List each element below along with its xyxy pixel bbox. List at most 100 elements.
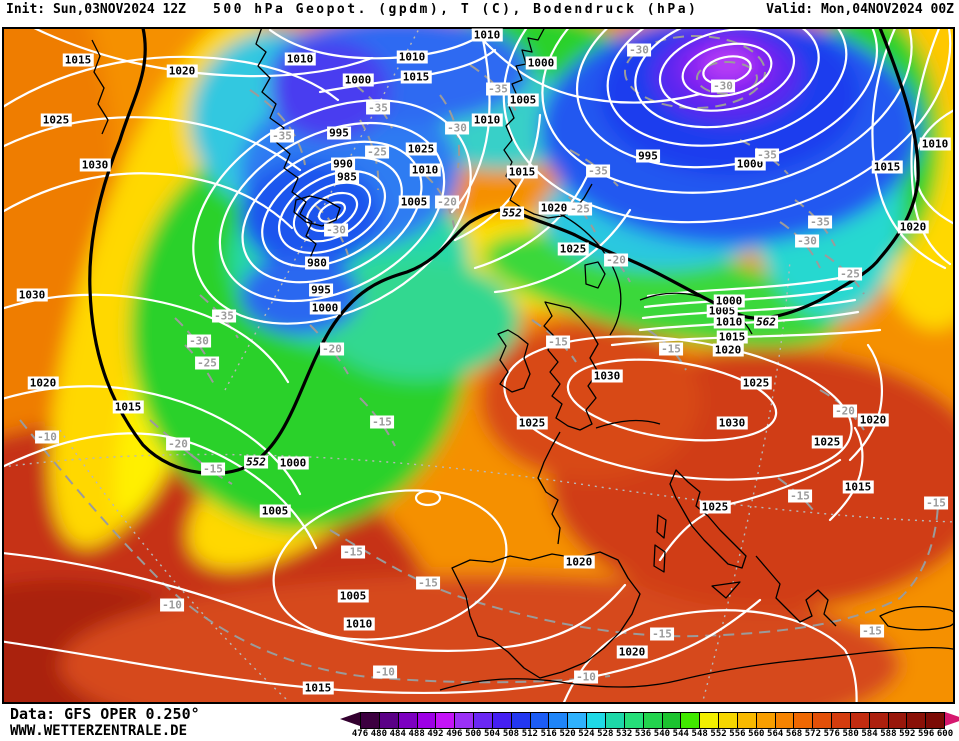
colorbar-segment	[906, 712, 926, 729]
colorbar-segment	[491, 712, 511, 729]
colorbar-segment	[360, 712, 379, 729]
colorbar-segment	[755, 712, 775, 729]
isobar-label: 1025	[811, 435, 843, 449]
graticule	[3, 28, 954, 703]
init-time-label: Init: Sun,03NOV2024 12Z	[6, 2, 187, 17]
title-bar: Init: Sun,03NOV2024 12Z 500 hPa Geopot. …	[0, 0, 959, 27]
colorbar-segment	[567, 712, 587, 729]
isotherm-label: -15	[650, 627, 674, 641]
colorbar-segment	[378, 712, 398, 729]
isobar-label: 1025	[405, 142, 437, 156]
isotherm-label: -25	[195, 356, 219, 370]
isobar-label: 1015	[842, 480, 874, 494]
isotherm-label: -15	[924, 496, 948, 510]
isobar-label: 1025	[516, 416, 548, 430]
isobar-label: 1010	[396, 50, 428, 64]
isobar-label: 1030	[716, 416, 748, 430]
isotherm-label: -25	[365, 145, 389, 159]
colorbar-segment	[473, 712, 492, 729]
colorbar-tick-label: 520	[559, 729, 576, 739]
colorbar-segment	[831, 712, 850, 729]
colorbar-segment	[699, 712, 719, 729]
isotherm-label: -25	[568, 202, 592, 216]
colorbar-segment	[774, 712, 794, 729]
isotherm-label: -20	[166, 437, 190, 451]
isotherm-label: -30	[187, 334, 211, 348]
colorbar-segment	[454, 712, 474, 729]
colorbar-tick-label: 544	[672, 729, 689, 739]
isobar-label: 995	[327, 126, 351, 140]
isobar-label: 1015	[871, 160, 903, 174]
colorbar-tick-label: 492	[427, 729, 444, 739]
map-border	[2, 27, 955, 704]
colorbar-tick-label: 496	[446, 729, 463, 739]
isobar-label: 1020	[563, 555, 595, 569]
isotherm-label: -30	[324, 223, 348, 237]
colorbar-tick-label: 528	[597, 729, 614, 739]
colorbar-tick-label: 576	[823, 729, 840, 739]
colorbar-segment	[586, 712, 605, 729]
isobar-label: 1020	[712, 343, 744, 357]
isotherm-label: -35	[270, 129, 294, 143]
colorbar-tick-label: 500	[465, 729, 482, 739]
colorbar-tick-label: 568	[785, 729, 803, 739]
isotherm-label: -20	[833, 404, 857, 418]
isotherm-label: -35	[212, 309, 236, 323]
colorbar	[360, 712, 946, 729]
isobars	[3, 28, 954, 703]
isobar-label: 990	[331, 157, 355, 171]
colorbar-tick-label: 600	[936, 729, 954, 739]
isobar-label: 1015	[506, 165, 538, 179]
isobar-label: 1030	[591, 369, 623, 383]
isobar-label: 1000	[713, 294, 745, 308]
isobar-label: 1015	[62, 53, 94, 67]
colorbar-tick-label: 596	[917, 729, 935, 739]
isobar-label: 1005	[337, 589, 369, 603]
colorbar-tick-label: 552	[710, 729, 727, 739]
colorbar-segment	[736, 712, 756, 729]
isotherm-label: -15	[788, 489, 812, 503]
colorbar-tick-label: 584	[861, 729, 878, 739]
isobar-label: 1025	[40, 113, 72, 127]
map-area	[0, 27, 959, 704]
isobar-label: 1000	[342, 73, 374, 87]
isotherm-label: -35	[755, 148, 779, 162]
isotherm-label: -35	[486, 82, 510, 96]
isobar-label: 1000	[309, 301, 341, 315]
isobar-label: 1010	[471, 28, 503, 42]
colorbar-segment	[416, 712, 436, 729]
colorbar-segment	[925, 712, 946, 729]
colorbar-tick-label: 564	[767, 729, 784, 739]
isotherm-label: -10	[574, 670, 598, 684]
isobar-label: 1010	[409, 163, 441, 177]
colorbar-tick-label: 524	[578, 729, 595, 739]
colorbar-right-arrow-icon	[945, 712, 959, 726]
isobar-label: 1005	[259, 504, 291, 518]
isobar-label: 995	[309, 283, 333, 297]
colorbar-tick-label: 556	[729, 729, 746, 739]
isobar-label: 1020	[538, 201, 570, 215]
colorbar-segment	[661, 712, 681, 729]
isotherm-label: -10	[35, 430, 59, 444]
isobar-label: 1015	[400, 70, 432, 84]
colorbar-tick-label: 476	[351, 729, 369, 739]
isobar-label: 1010	[919, 137, 951, 151]
colorbar-tick-label: 480	[370, 729, 387, 739]
isotherm-label: -15	[659, 342, 683, 356]
isobar-label: 1030	[79, 158, 111, 172]
colorbar-segment	[604, 712, 624, 729]
colorbar-segment	[548, 712, 568, 729]
isobar-label: 985	[335, 170, 359, 184]
colorbar-ticks: 476 480 484 488 492 496 500 504 508 512 516 520 524 5…	[0, 729, 959, 740]
colorbar-segment	[868, 712, 888, 729]
colorbar-segment	[887, 712, 907, 729]
isobar-label: 1015	[716, 330, 748, 344]
colorbar-tick-label: 548	[691, 729, 708, 739]
isobar-label: 1020	[27, 376, 59, 390]
isotherm-label: -35	[808, 215, 832, 229]
geopotential-label: 552	[500, 206, 524, 220]
isobar-label: 1005	[507, 93, 539, 107]
colorbar-segment	[812, 712, 832, 729]
isobar-label: 1015	[302, 681, 334, 695]
isotherm-label: -30	[795, 234, 819, 248]
